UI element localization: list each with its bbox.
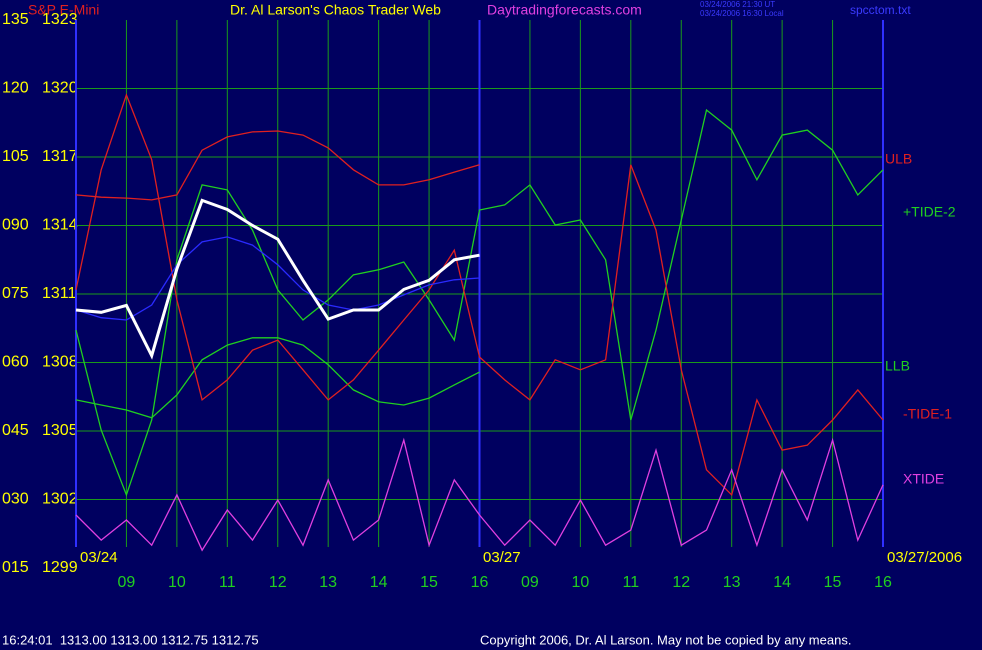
quote: 16:24:01 1313.00 1313.00 1312.75 1312.75 xyxy=(2,632,259,647)
date-label: 03/24 xyxy=(80,549,118,566)
price-line xyxy=(75,198,480,360)
y2-tick-label: 1299 xyxy=(42,559,78,576)
y2-tick-label: 1302 xyxy=(42,491,78,508)
y-tick-label: 060 xyxy=(2,354,29,371)
y2-tick-label: 1308 xyxy=(42,354,78,371)
x-tick-label: 13 xyxy=(319,574,337,591)
site: Daytradingforecasts.com xyxy=(487,2,642,18)
x-tick-label: 10 xyxy=(571,574,589,591)
series-line xyxy=(75,236,480,321)
copyright: Copyright 2006, Dr. Al Larson. May not b… xyxy=(480,632,851,647)
x-tick-label: 12 xyxy=(672,574,690,591)
x-tick-label: 10 xyxy=(168,574,186,591)
x-tick-label: 11 xyxy=(219,574,236,591)
y2-tick-label: 1305 xyxy=(42,422,78,439)
x-tick-label: 14 xyxy=(773,574,791,591)
chart-title: Dr. Al Larson's Chaos Trader Web xyxy=(230,2,441,18)
series-label: +TIDE-2 xyxy=(903,204,956,220)
series-line xyxy=(75,92,884,497)
y-tick-label: 030 xyxy=(2,491,29,508)
x-tick-label: 09 xyxy=(521,574,539,591)
y2-tick-label: 1311 xyxy=(42,285,77,302)
file-name: spcctom.txt xyxy=(850,3,911,17)
date-label: 03/27 xyxy=(483,549,521,566)
x-tick-label: 12 xyxy=(269,574,287,591)
series-line xyxy=(75,130,480,201)
y-tick-label: 105 xyxy=(2,148,29,165)
series-line xyxy=(75,337,480,419)
x-tick-label: 09 xyxy=(118,574,136,591)
y2-tick-label: 1323 xyxy=(42,11,78,28)
series-label: XTIDE xyxy=(903,471,944,487)
y2-tick-label: 1314 xyxy=(42,217,78,234)
y2-tick-label: 1320 xyxy=(42,80,78,97)
y2-tick-label: 1317 xyxy=(42,148,78,165)
series-line xyxy=(75,108,884,497)
x-tick-label: 15 xyxy=(824,574,842,591)
series-label: LLB xyxy=(885,358,910,374)
date-label: 03/27/2006 xyxy=(887,549,962,566)
y-tick-label: 075 xyxy=(2,285,29,302)
x-tick-label: 13 xyxy=(723,574,741,591)
y-tick-label: 015 xyxy=(2,559,29,576)
timestamp: 03/24/2006 16:30 Local xyxy=(700,9,784,18)
series-label: ULB xyxy=(885,151,912,167)
symbol: S&P E-Mini xyxy=(28,2,99,18)
series-label: -TIDE-1 xyxy=(903,406,952,422)
timestamp: 03/24/2006 21:30 UT xyxy=(700,0,775,9)
x-tick-label: 14 xyxy=(370,574,388,591)
x-tick-label: 15 xyxy=(420,574,438,591)
y-tick-label: 135 xyxy=(2,11,29,28)
series-line xyxy=(75,437,884,552)
x-tick-label: 11 xyxy=(623,574,640,591)
y-tick-label: 120 xyxy=(2,80,29,97)
x-tick-label: 16 xyxy=(874,574,892,591)
y-tick-label: 045 xyxy=(2,422,29,439)
y-tick-label: 090 xyxy=(2,217,29,234)
x-tick-label: 16 xyxy=(471,574,489,591)
